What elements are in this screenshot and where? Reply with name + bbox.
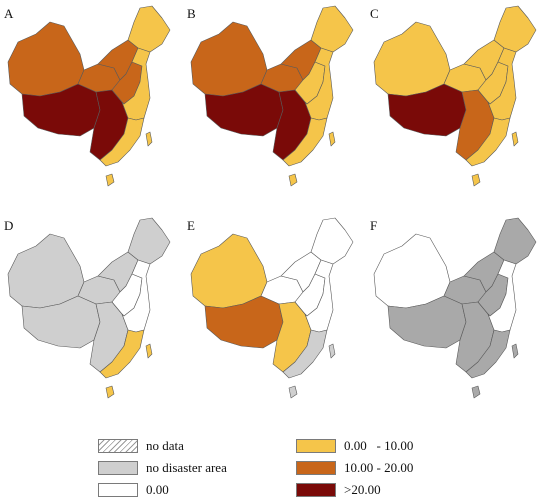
legend-label: >20.00 [344,482,381,497]
region-xinjiang [190,233,268,309]
panel-label: A [4,6,14,21]
region-islands [105,131,153,187]
china-map [373,5,537,187]
region-northeast [127,217,171,265]
legend-swatch [296,439,336,453]
region-northeast [127,5,171,53]
region-south [99,117,145,167]
legend-item-no-disaster-area: no disaster area [98,459,227,477]
china-map [7,5,171,187]
map-panel-b: B [183,0,366,205]
legend-item-10-20: 10.00 - 20.00 [296,459,413,477]
region-northeast [493,217,537,265]
region-south [282,329,328,379]
panel-label: C [370,6,379,21]
legend-swatch [98,461,138,475]
map-panel-f: F [366,212,549,417]
region-islands [105,343,153,399]
legend-label: no data [146,438,184,453]
region-south [282,117,328,167]
legend-label: no disaster area [146,460,227,475]
region-xinjiang [7,21,85,97]
china-map [190,5,354,187]
china-map [7,217,171,399]
map-panel-e: E [183,212,366,417]
panel-label: F [370,218,378,233]
region-xinjiang [373,233,451,309]
region-islands [288,343,336,399]
region-islands [471,131,519,187]
legend-swatch [98,439,138,453]
map-panel-a: A [0,0,183,205]
map-panel-d: D [0,212,183,417]
china-map [373,217,537,399]
region-xinjiang [190,21,268,97]
legend-item-zero: 0.00 [98,481,169,499]
legend-label: 0.00 [146,482,169,497]
legend-label: 0.00 - 10.00 [344,438,414,453]
panel-label: B [187,6,196,21]
china-map [190,217,354,399]
legend-item-over-20: >20.00 [296,481,381,499]
legend-item-0-10: 0.00 - 10.00 [296,437,413,455]
legend-swatch [296,461,336,475]
region-south [99,329,145,379]
map-panel-c: C [366,0,549,205]
legend-label: 10.00 - 20.00 [344,460,414,475]
region-islands [288,131,336,187]
region-northeast [493,5,537,53]
region-islands [471,343,519,399]
region-northeast [310,217,354,265]
region-xinjiang [373,21,451,97]
legend-item-no-data: no data [98,437,184,455]
region-south [465,117,511,167]
panel-label: E [187,218,195,233]
legend-swatch [296,483,336,497]
legend-swatch [98,483,138,497]
region-xinjiang [7,233,85,309]
panel-label: D [4,218,14,233]
region-south [465,329,511,379]
region-northeast [310,5,354,53]
